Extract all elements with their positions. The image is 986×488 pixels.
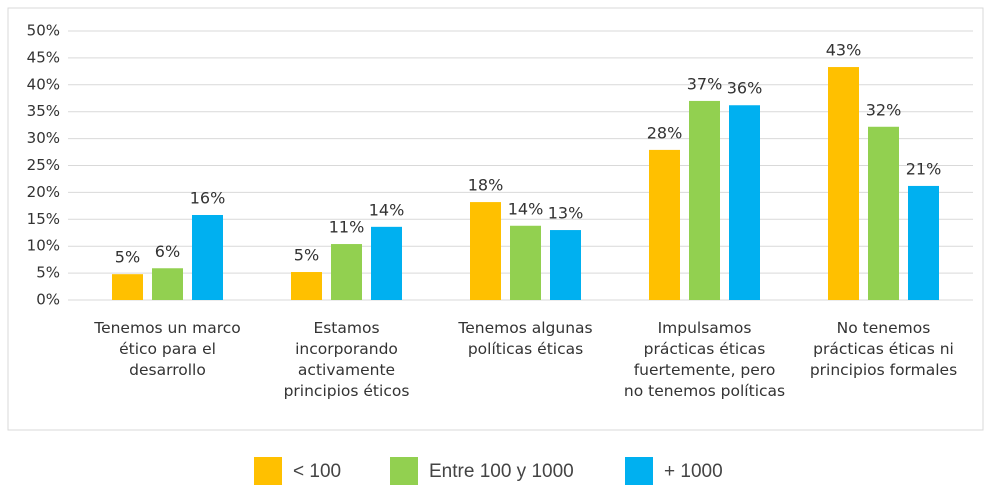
bar xyxy=(908,185,939,300)
y-tick-label: 50% xyxy=(27,22,60,40)
bar xyxy=(291,272,322,300)
bar xyxy=(649,149,680,300)
data-label: 14% xyxy=(369,200,405,219)
bar xyxy=(868,126,899,300)
x-tick-label: Impulsamos prácticas éticas fuertemente,… xyxy=(623,319,786,400)
data-label: 13% xyxy=(548,204,584,223)
y-tick-label: 40% xyxy=(27,75,60,93)
legend-label: < 100 xyxy=(293,461,341,482)
y-tick-label: 25% xyxy=(27,156,60,174)
data-label: 16% xyxy=(190,188,226,207)
y-tick-label: 35% xyxy=(27,102,60,120)
legend-swatch xyxy=(625,457,653,485)
bar xyxy=(152,268,183,300)
data-label: 28% xyxy=(647,123,683,142)
y-tick-label: 45% xyxy=(27,48,60,66)
data-label: 18% xyxy=(468,176,504,195)
data-label: 11% xyxy=(329,218,365,237)
data-label: 14% xyxy=(508,199,544,218)
bar xyxy=(112,274,143,300)
bar xyxy=(371,226,402,300)
bar xyxy=(689,100,720,300)
chart-border xyxy=(7,7,984,431)
data-label: 36% xyxy=(727,79,763,98)
x-tick-label: No tenemos prácticas éticas ni principio… xyxy=(809,319,958,379)
y-tick-label: 15% xyxy=(27,210,60,228)
bar xyxy=(470,202,501,300)
legend-swatch xyxy=(254,457,282,485)
data-label: 5% xyxy=(294,246,319,265)
y-tick-label: 0% xyxy=(36,291,60,309)
data-label: 32% xyxy=(866,100,902,119)
y-tick-label: 10% xyxy=(27,237,60,255)
y-tick-label: 20% xyxy=(27,183,60,201)
data-label: 43% xyxy=(826,41,862,60)
bar xyxy=(550,230,581,300)
bar xyxy=(192,214,223,300)
data-label: 21% xyxy=(906,159,942,178)
x-tick-label: Tenemos un marco ético para el desarroll… xyxy=(94,319,241,379)
legend-swatch xyxy=(390,457,418,485)
x-tick-label: Estamos incorporando activamente princip… xyxy=(283,319,410,400)
data-label: 5% xyxy=(115,248,140,267)
y-tick-label: 30% xyxy=(27,129,60,147)
bar xyxy=(510,225,541,300)
legend-label: + 1000 xyxy=(664,461,723,482)
data-label: 37% xyxy=(687,74,723,93)
bar xyxy=(729,105,760,300)
x-tick-label: Tenemos algunas políticas éticas xyxy=(458,319,593,358)
bar xyxy=(331,244,362,300)
y-tick-label: 5% xyxy=(36,264,60,282)
bar xyxy=(828,67,859,301)
data-label: 6% xyxy=(155,242,180,261)
legend-label: Entre 100 y 1000 xyxy=(429,461,574,482)
